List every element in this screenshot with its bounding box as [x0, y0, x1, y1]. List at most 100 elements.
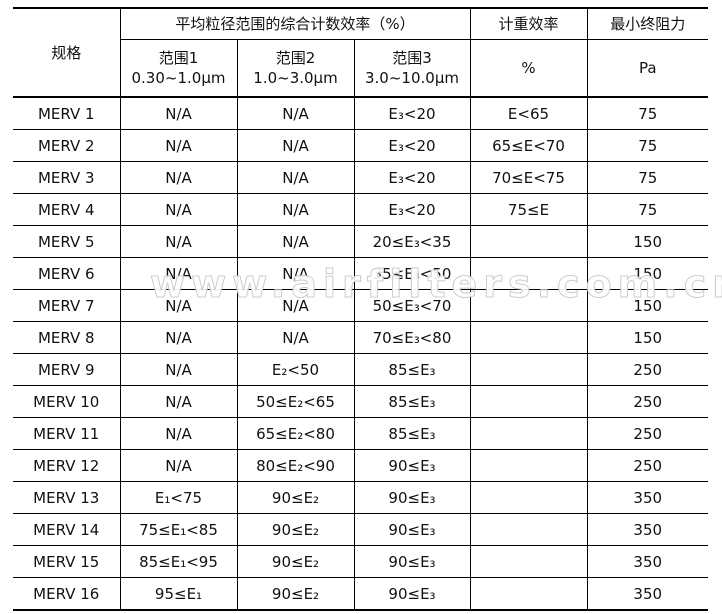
cell-range2: N/A	[236, 289, 355, 322]
cell-range2: 90≤E₂	[236, 481, 355, 514]
cell-range1: N/A	[119, 257, 238, 290]
table-row: MERV 7 N/A N/A 50≤E₃<70 150	[13, 289, 708, 322]
cell-range3: 50≤E₃<70	[353, 289, 471, 322]
cell-weight	[469, 417, 588, 450]
cell-spec: MERV 3	[13, 161, 121, 194]
cell-spec: MERV 2	[13, 129, 121, 162]
cell-range2: 80≤E₂<90	[236, 449, 355, 482]
cell-range2: N/A	[236, 129, 355, 162]
cell-range1: N/A	[119, 385, 238, 418]
cell-resistance: 150	[586, 289, 708, 322]
cell-weight	[469, 513, 588, 546]
cell-range1: N/A	[119, 417, 238, 450]
cell-range3: 85≤E₃	[353, 353, 471, 386]
cell-resistance: 250	[586, 353, 708, 386]
table-row: MERV 2 N/A N/A E₃<20 65≤E<70 75	[13, 129, 708, 162]
cell-range2: N/A	[236, 225, 355, 258]
cell-resistance: 75	[586, 96, 708, 130]
cell-resistance: 350	[586, 545, 708, 578]
merv-table: 规格 平均粒径范围的综合计数效率（%） 计重效率 最小终阻力 范围1 0.30~1…	[13, 7, 708, 611]
cell-weight: E<65	[469, 96, 588, 130]
cell-range3: 90≤E₃	[353, 577, 471, 611]
cell-range1: N/A	[119, 193, 238, 226]
cell-range1: N/A	[119, 321, 238, 354]
cell-weight	[469, 449, 588, 482]
table-row: MERV 8 N/A N/A 70≤E₃<80 150	[13, 321, 708, 354]
cell-spec: MERV 13	[13, 481, 121, 514]
table-row: MERV 1 N/A N/A E₃<20 E<65 75	[13, 96, 708, 130]
table-row: MERV 15 85≤E₁<95 90≤E₂ 90≤E₃ 350	[13, 545, 708, 578]
cell-range3: 70≤E₃<80	[353, 321, 471, 354]
table-row: MERV 3 N/A N/A E₃<20 70≤E<75 75	[13, 161, 708, 194]
cell-spec: MERV 16	[13, 577, 121, 611]
cell-spec: MERV 4	[13, 193, 121, 226]
cell-range1: N/A	[119, 129, 238, 162]
cell-range2: N/A	[236, 96, 355, 130]
cell-range2: 50≤E₂<65	[236, 385, 355, 418]
cell-resistance: 350	[586, 577, 708, 611]
cell-range3: 85≤E₃	[353, 417, 471, 450]
cell-range3: 85≤E₃	[353, 385, 471, 418]
range1-label: 范围1	[158, 49, 199, 67]
cell-spec: MERV 12	[13, 449, 121, 482]
cell-range3: E₃<20	[353, 193, 471, 226]
cell-weight	[469, 353, 588, 386]
cell-weight	[469, 321, 588, 354]
cell-range2: 90≤E₂	[236, 577, 355, 611]
cell-range2: E₂<50	[236, 353, 355, 386]
cell-range1: N/A	[119, 96, 238, 130]
table-row: MERV 9 N/A E₂<50 85≤E₃ 250	[13, 353, 708, 386]
header-min-final-resistance: 最小终阻力	[586, 7, 708, 40]
cell-range3: E₃<20	[353, 96, 471, 130]
cell-resistance: 350	[586, 513, 708, 546]
cell-weight	[469, 481, 588, 514]
cell-range3: 90≤E₃	[353, 449, 471, 482]
cell-range3: 90≤E₃	[353, 545, 471, 578]
cell-range2: N/A	[236, 257, 355, 290]
cell-weight	[469, 385, 588, 418]
cell-resistance: 75	[586, 193, 708, 226]
cell-spec: MERV 6	[13, 257, 121, 290]
cell-resistance: 350	[586, 481, 708, 514]
cell-range2: 90≤E₂	[236, 513, 355, 546]
cell-spec: MERV 15	[13, 545, 121, 578]
header-range1: 范围1 0.30~1.0μm	[120, 39, 238, 98]
header-resistance-unit: Pa	[586, 39, 708, 98]
range1-size: 0.30~1.0μm	[131, 69, 226, 87]
cell-weight	[469, 545, 588, 578]
cell-spec: MERV 7	[13, 289, 121, 322]
cell-range1: E₁<75	[119, 481, 238, 514]
cell-spec: MERV 10	[13, 385, 121, 418]
cell-weight: 70≤E<75	[469, 161, 588, 194]
cell-weight	[469, 289, 588, 322]
table-row: MERV 14 75≤E₁<85 90≤E₂ 90≤E₃ 350	[13, 513, 708, 546]
cell-range1: 75≤E₁<85	[119, 513, 238, 546]
cell-range1: N/A	[119, 289, 238, 322]
cell-range1: 95≤E₁	[119, 577, 238, 611]
table-row: MERV 10 N/A 50≤E₂<65 85≤E₃ 250	[13, 385, 708, 418]
range3-size: 3.0~10.0μm	[365, 69, 459, 87]
cell-range2: N/A	[236, 321, 355, 354]
cell-range3: E₃<20	[353, 129, 471, 162]
cell-range1: N/A	[119, 449, 238, 482]
header-weight-efficiency: 计重效率	[469, 7, 588, 40]
header-spec: 规格	[13, 7, 121, 98]
cell-spec: MERV 8	[13, 321, 121, 354]
cell-resistance: 150	[586, 225, 708, 258]
range2-label: 范围2	[275, 49, 316, 67]
cell-range3: 20≤E₃<35	[353, 225, 471, 258]
cell-range2: N/A	[236, 161, 355, 194]
cell-range2: N/A	[236, 193, 355, 226]
header-range2: 范围2 1.0~3.0μm	[236, 39, 355, 98]
cell-weight	[469, 225, 588, 258]
range3-label: 范围3	[392, 49, 432, 67]
cell-spec: MERV 11	[13, 417, 121, 450]
cell-weight	[469, 577, 588, 611]
range2-size: 1.0~3.0μm	[253, 69, 338, 87]
cell-range1: N/A	[119, 353, 238, 386]
cell-spec: MERV 14	[13, 513, 121, 546]
cell-resistance: 150	[586, 257, 708, 290]
cell-range3: 90≤E₃	[353, 481, 471, 514]
cell-weight	[469, 257, 588, 290]
cell-spec: MERV 5	[13, 225, 121, 258]
